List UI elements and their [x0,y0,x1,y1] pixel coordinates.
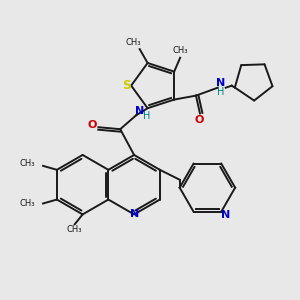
Text: CH₃: CH₃ [20,159,35,168]
Text: CH₃: CH₃ [67,225,83,234]
Text: N: N [130,209,140,219]
Text: H: H [143,111,151,121]
Text: CH₃: CH₃ [172,46,188,55]
Text: S: S [122,79,131,92]
Text: N: N [216,78,225,88]
Text: N: N [135,106,145,116]
Text: H: H [217,87,224,97]
Text: O: O [88,120,97,130]
Text: O: O [194,116,204,125]
Text: CH₃: CH₃ [126,38,142,47]
Text: N: N [220,210,230,220]
Text: CH₃: CH₃ [20,199,35,208]
